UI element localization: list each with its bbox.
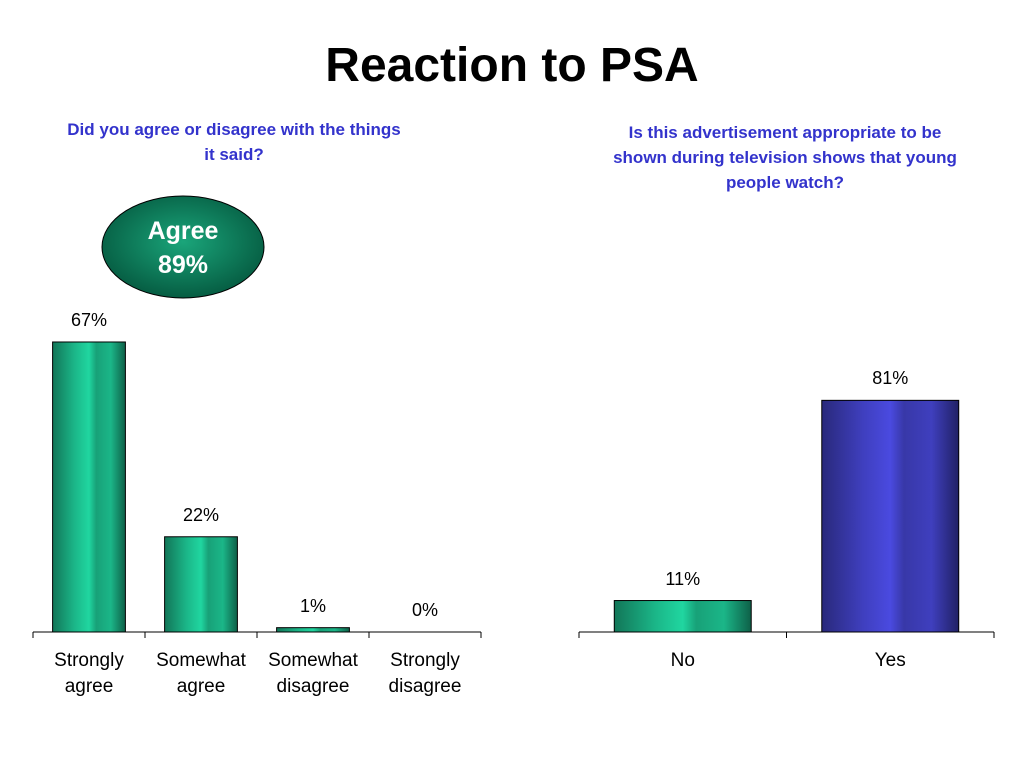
x-tick-label: Yes — [874, 650, 906, 671]
value-label: 81% — [872, 368, 909, 389]
x-tick-label: Somewhat agree — [156, 650, 246, 697]
x-tick-label: Strongly disagree — [388, 650, 462, 697]
x-tick-label: Somewhat disagree — [268, 650, 358, 697]
chart-subtitle: Is this advertisement appropriate to be … — [613, 123, 957, 192]
chart-subtitle: Did you agree or disagree with the thing… — [67, 120, 401, 164]
value-label: 0% — [411, 600, 438, 620]
bar — [821, 399, 960, 633]
annotation-value: 89% — [157, 251, 209, 279]
slide-title: Reaction to PSA — [325, 39, 699, 92]
value-label: 11% — [665, 568, 701, 589]
annotation-text: Agree — [147, 217, 219, 245]
annotation-ellipse — [101, 195, 265, 299]
value-label: 1% — [299, 595, 326, 616]
bar — [52, 341, 126, 633]
value-label: 22% — [182, 504, 220, 525]
bar — [613, 600, 752, 633]
value-label: 67% — [70, 309, 108, 330]
x-tick-label: No — [670, 650, 695, 671]
bar — [164, 536, 238, 633]
x-tick-label: Strongly agree — [54, 650, 124, 697]
bar — [276, 627, 350, 633]
